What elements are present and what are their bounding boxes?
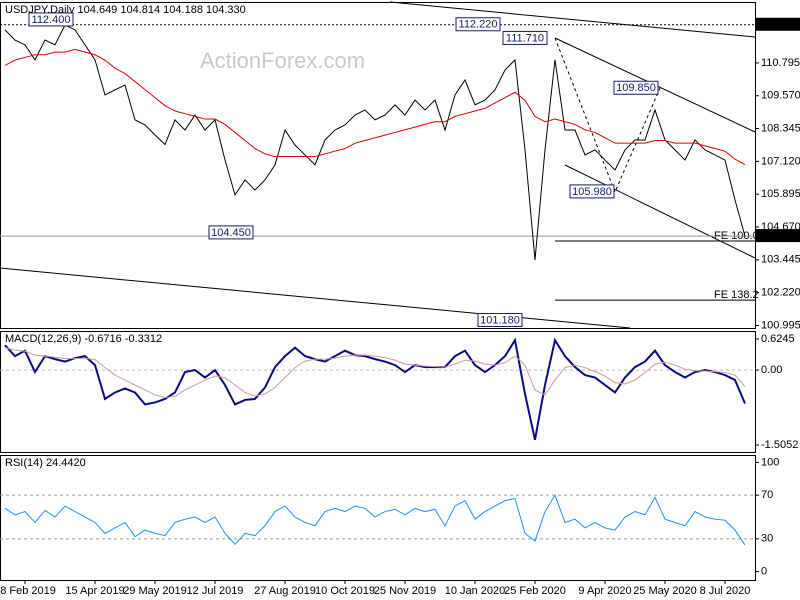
fib-label: FE 138.2	[714, 289, 759, 301]
price-box-label: 112.220	[759, 19, 798, 31]
watermark: ActionForex.com	[200, 48, 365, 73]
x-tick-label: 15 Apr 2019	[65, 585, 124, 597]
y-tick-label: 0	[761, 566, 767, 578]
series-line	[4, 24, 746, 261]
price-box-label: 104.330	[759, 230, 799, 242]
x-tick-label: 10 Oct 2019	[315, 585, 375, 597]
x-tick-label: 25 Feb 2020	[504, 585, 566, 597]
y-tick-label: 100.995	[761, 319, 800, 331]
annotation-label: 112.400	[32, 14, 71, 26]
price-box	[756, 229, 800, 243]
annotation-label: 112.220	[459, 19, 498, 31]
annotation-label: 101.180	[480, 314, 520, 326]
annotation-label: 105.980	[572, 186, 612, 198]
x-tick-label: 10 Jan 2020	[445, 585, 506, 597]
annotation-label: 111.710	[506, 32, 544, 44]
y-tick-label: 102.220	[761, 287, 800, 299]
y-tick-label: 109.570	[761, 90, 800, 102]
series-line	[4, 347, 746, 398]
series-line	[4, 494, 746, 546]
panel-title: RSI(14) 24.4420	[5, 457, 86, 469]
trend-line	[564, 164, 756, 259]
series-line	[4, 337, 746, 440]
y-tick-label: 0.6245	[761, 333, 795, 345]
price-box	[756, 17, 800, 31]
annotation-label: 109.850	[616, 82, 656, 94]
series-line	[4, 48, 746, 166]
y-tick-label: 70	[761, 489, 773, 501]
annotation-box	[208, 225, 254, 240]
x-tick-label: 8 Jul 2020	[700, 585, 751, 597]
x-tick-label: 12 Jul 2019	[187, 585, 244, 597]
x-tick-label: 25 May 2020	[633, 585, 697, 597]
x-tick-label: 9 Apr 2020	[578, 585, 631, 597]
annotation-box	[613, 80, 659, 95]
annotation-box	[28, 12, 74, 27]
y-tick-label: 30	[761, 533, 773, 545]
panel-frame	[0, 331, 756, 453]
y-tick-label: 100	[761, 456, 779, 468]
annotation-box	[455, 17, 501, 32]
trend-line	[389, 1, 756, 38]
annotation-box	[502, 30, 548, 45]
panel-frame	[0, 455, 756, 581]
x-tick-label: 29 May 2019	[123, 585, 187, 597]
panel-title: MACD(12,26,9) -0.6716 -0.3312	[5, 333, 162, 345]
panel-frame	[0, 2, 756, 329]
y-tick-label: 108.345	[761, 122, 800, 134]
y-tick-label: -1.5052	[761, 439, 798, 451]
x-tick-label: 28 Feb 2019	[0, 585, 56, 597]
trend-line	[0, 267, 631, 329]
wave-line	[554, 37, 661, 194]
y-tick-label: 105.895	[761, 188, 800, 200]
x-tick-label: 27 Aug 2019	[254, 585, 316, 597]
y-tick-label: 0.00	[761, 364, 782, 376]
annotation-box	[477, 312, 523, 327]
x-tick-label: 25 Nov 2019	[374, 585, 436, 597]
y-tick-label: 103.445	[761, 254, 800, 266]
annotation-label: 104.450	[211, 227, 251, 239]
y-tick-label: 110.795	[761, 57, 800, 69]
annotation-box	[569, 184, 615, 199]
y-tick-label: 107.120	[761, 155, 800, 167]
